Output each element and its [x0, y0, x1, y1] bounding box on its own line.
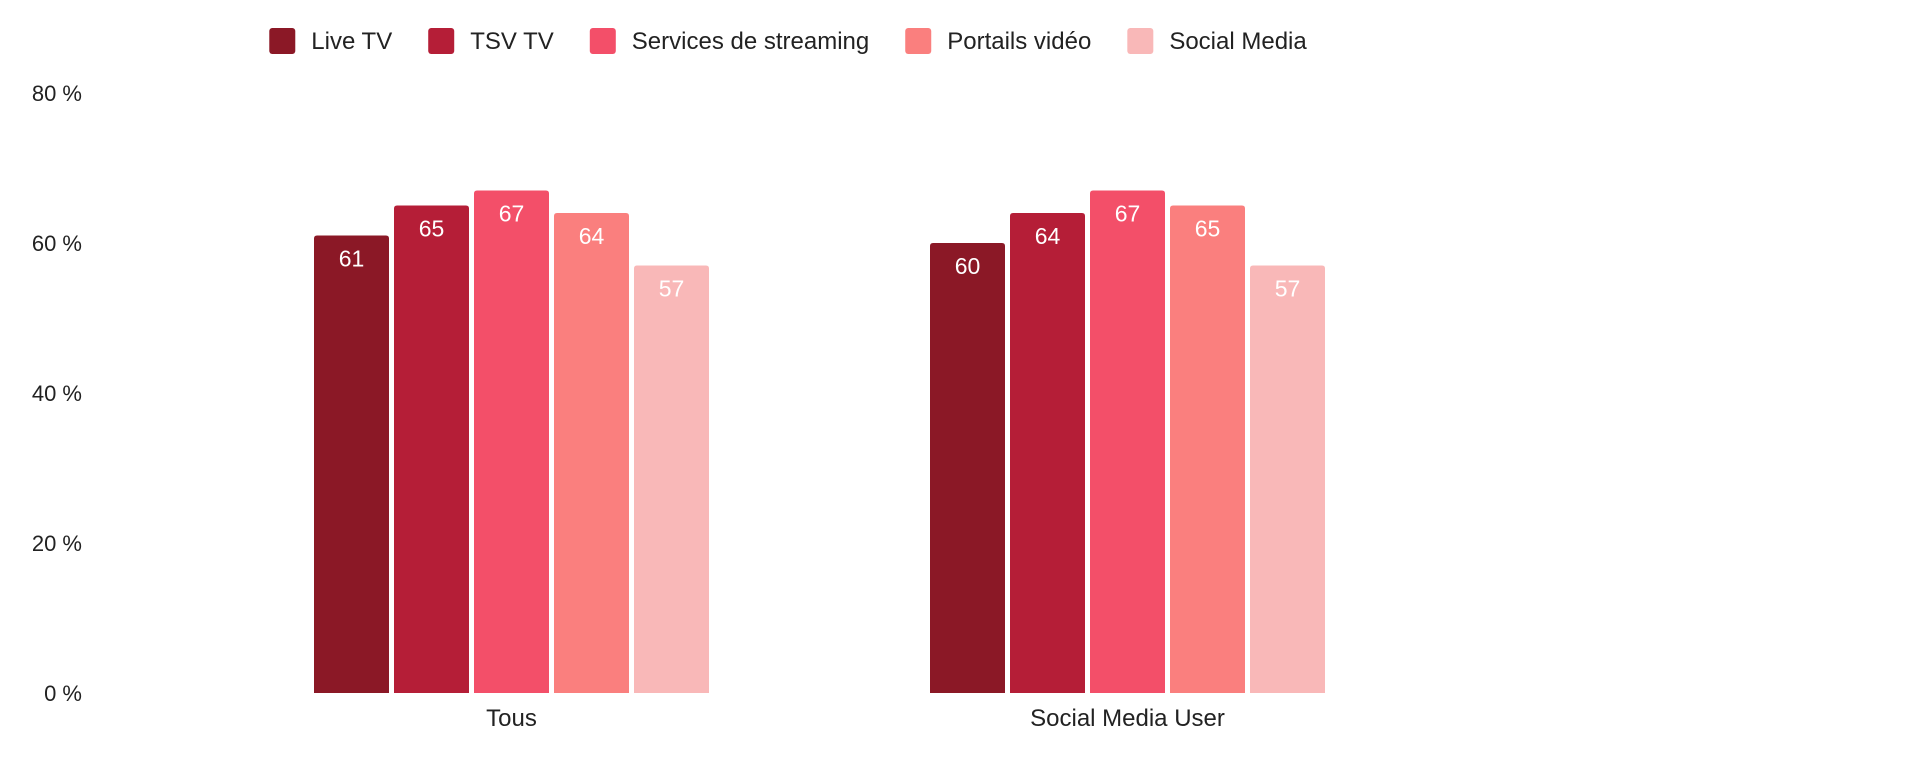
legend-label-social-media: Social Media [1169, 28, 1307, 55]
legend-item-live-tv: Live TV [269, 28, 392, 55]
legend: Live TV TSV TV Services de streaming Portai… [269, 28, 1307, 55]
legend-swatch-social-media [1127, 28, 1154, 54]
bar-tous-services-de-streaming [474, 190, 549, 693]
data-label-tous-live-tv: 61 [339, 246, 365, 272]
category-label-tous: Tous [486, 705, 537, 732]
data-label-social-media-user-live-tv: 60 [955, 253, 981, 279]
bar-social-media-user-tsv-tv [1010, 213, 1085, 693]
legend-swatch-portails-video [905, 28, 932, 54]
data-label-social-media-user-services-de-streaming: 67 [1115, 201, 1141, 227]
data-label-tous-tsv-tv: 65 [419, 216, 445, 242]
y-tick-label-60: 60 % [32, 231, 82, 256]
y-tick-label-0: 0 % [44, 681, 82, 706]
y-tick-label-40: 40 % [32, 381, 82, 406]
y-axis: 0 % 20 % 40 % 60 % 80 % [32, 81, 82, 706]
data-label-tous-social-media: 57 [659, 276, 685, 302]
legend-label-services-de-streaming: Services de streaming [632, 28, 869, 55]
legend-label-portails-video: Portails vidéo [947, 28, 1091, 55]
bar-social-media-user-portails-video [1170, 205, 1245, 693]
legend-item-services-de-streaming: Services de streaming [589, 28, 869, 55]
bar-social-media-user-services-de-streaming [1090, 190, 1165, 693]
legend-item-social-media: Social Media [1127, 28, 1307, 55]
data-label-tous-portails-video: 64 [579, 223, 605, 249]
legend-label-tsv-tv: TSV TV [470, 28, 554, 55]
bar-tous-live-tv [314, 235, 389, 693]
bar-social-media-user-live-tv [930, 243, 1005, 693]
legend-swatch-live-tv [269, 28, 296, 54]
legend-item-portails-video: Portails vidéo [905, 28, 1091, 55]
data-label-social-media-user-social-media: 57 [1275, 276, 1301, 302]
category-label-social-media-user: Social Media User [1030, 705, 1225, 732]
bar-tous-tsv-tv [394, 205, 469, 693]
y-tick-label-80: 80 % [32, 81, 82, 106]
bar-tous-social-media [634, 265, 709, 693]
bar-tous-portails-video [554, 213, 629, 693]
legend-swatch-tsv-tv [428, 28, 455, 54]
bar-social-media-user-social-media [1250, 265, 1325, 693]
data-label-social-media-user-portails-video: 65 [1195, 216, 1221, 242]
legend-swatch-services-de-streaming [589, 28, 616, 54]
legend-label-live-tv: Live TV [311, 28, 392, 55]
data-label-tous-services-de-streaming: 67 [499, 201, 525, 227]
legend-item-tsv-tv: TSV TV [428, 28, 554, 55]
data-label-social-media-user-tsv-tv: 64 [1035, 223, 1061, 249]
x-axis: Tous Social Media User [486, 705, 1225, 732]
y-tick-label-20: 20 % [32, 531, 82, 556]
bars: 61 65 67 64 57 60 64 67 65 57 [314, 190, 1325, 693]
